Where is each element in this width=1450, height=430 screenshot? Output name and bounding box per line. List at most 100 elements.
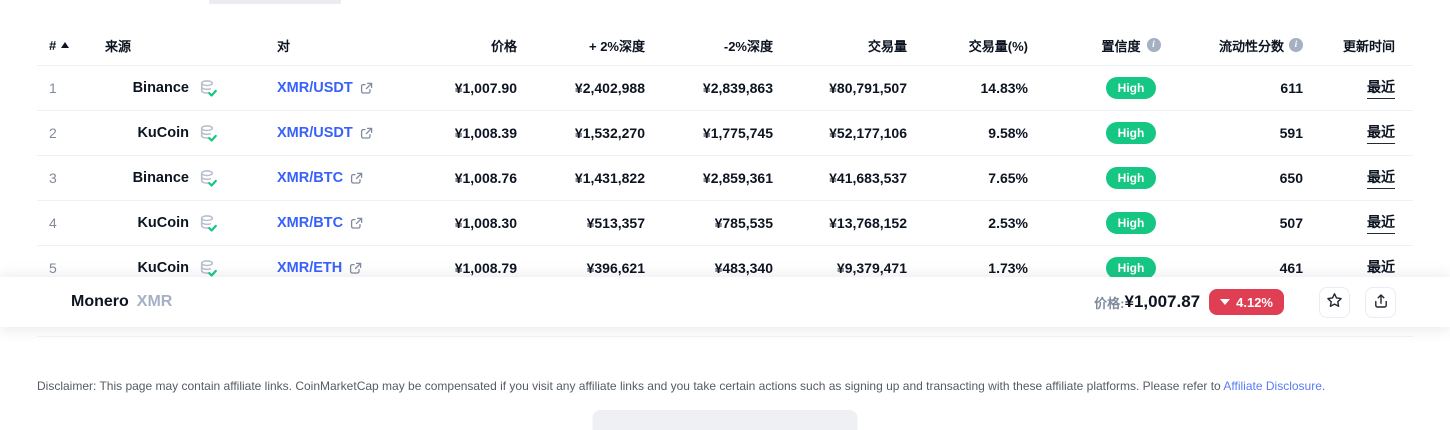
pair-link[interactable]: XMR/BTC (277, 215, 344, 231)
exchange-name[interactable]: KuCoin (137, 125, 189, 141)
volume-cell: ¥13,768,152 (773, 215, 907, 231)
pair-cell[interactable]: XMR/ETH (277, 260, 427, 276)
pair-link[interactable]: XMR/ETH (277, 260, 343, 276)
price-value: ¥1,008.79 (454, 260, 517, 276)
external-link-icon (349, 262, 362, 275)
column-header-volume[interactable]: 交易量 (773, 36, 907, 55)
rank-header-label: # (49, 37, 57, 53)
plus-depth-header-label: + 2%深度 (589, 38, 645, 54)
exchange-cell[interactable]: KuCoin (101, 123, 277, 144)
column-header-volume-pct[interactable]: 交易量(%) (907, 36, 1061, 55)
tab-underline-fragment (209, 0, 341, 4)
confidence-cell: High (1061, 122, 1201, 144)
pair-cell[interactable]: XMR/BTC (277, 170, 427, 186)
price-value: ¥1,008.76 (454, 170, 517, 186)
liquidity-cell: 591 (1201, 125, 1303, 141)
pair-cell[interactable]: XMR/USDT (277, 80, 427, 96)
coin-symbol: XMR (136, 293, 173, 310)
liquidity-value: 591 (1279, 125, 1303, 141)
liquidity-cell: 611 (1201, 80, 1303, 96)
updated-header-label: 更新时间 (1342, 38, 1395, 54)
volume-pct-header-label: 交易量(%) (968, 38, 1028, 54)
table-bottom-divider (37, 336, 1413, 337)
volume-pct-value: 9.58% (988, 125, 1028, 141)
column-header-source[interactable]: 来源 (101, 36, 277, 55)
pair-link[interactable]: XMR/BTC (277, 170, 344, 186)
minus-depth-value: ¥785,535 (714, 215, 773, 231)
volume-pct-cell: 14.83% (907, 80, 1061, 96)
column-header-updated[interactable]: 更新时间 (1303, 36, 1413, 55)
column-header-price[interactable]: 价格 (427, 36, 517, 55)
pair-cell[interactable]: XMR/BTC (277, 215, 427, 231)
exchange-name[interactable]: KuCoin (137, 260, 189, 276)
column-header-plus-depth[interactable]: + 2%深度 (517, 36, 645, 55)
price-cell: ¥1,008.39 (427, 125, 517, 141)
exchange-cell[interactable]: KuCoin (101, 258, 277, 279)
volume-value: ¥52,177,106 (829, 125, 907, 141)
exchange-name[interactable]: Binance (132, 80, 189, 96)
column-header-minus-depth[interactable]: -2%深度 (645, 36, 773, 55)
column-header-confidence[interactable]: 置信度 i (1061, 36, 1201, 55)
updated-link[interactable]: 最近 (1367, 212, 1395, 234)
volume-value: ¥80,791,507 (829, 80, 907, 96)
external-link-icon (350, 172, 363, 185)
confidence-badge: High (1105, 122, 1157, 144)
exchange-cell[interactable]: Binance (101, 78, 277, 99)
updated-cell: 最近 (1303, 212, 1413, 234)
confidence-cell: High (1061, 167, 1201, 189)
markets-table: # 来源 对 价格 + 2%深度 -2%深度 交易量 交易量(%) 置信度 i … (37, 25, 1413, 290)
exchange-name[interactable]: Binance (132, 170, 189, 186)
price-value: ¥1,008.30 (454, 215, 517, 231)
column-header-rank[interactable]: # (37, 38, 101, 53)
sort-ascending-icon (61, 42, 70, 48)
updated-link[interactable]: 最近 (1367, 122, 1395, 144)
table-row: 1 Binance XMR/USDT (37, 65, 1413, 110)
updated-cell: 最近 (1303, 167, 1413, 189)
info-icon[interactable]: i (1289, 38, 1303, 52)
minus-depth-cell: ¥785,535 (645, 215, 773, 231)
updated-link[interactable]: 最近 (1367, 257, 1395, 279)
verified-exchange-icon (198, 78, 219, 99)
disclaimer-body: Disclaimer: This page may contain affili… (37, 379, 1224, 393)
external-link-icon (360, 127, 373, 140)
view-all-markets-button[interactable]: 查看全部市场 (592, 410, 858, 430)
verified-exchange-icon (198, 168, 219, 189)
updated-link[interactable]: 最近 (1367, 167, 1395, 189)
plus-depth-value: ¥1,431,822 (574, 170, 645, 186)
affiliate-disclosure-link[interactable]: Affiliate Disclosure. (1223, 379, 1326, 393)
plus-depth-cell: ¥2,402,988 (517, 80, 645, 96)
disclaimer-text: Disclaimer: This page may contain affili… (37, 379, 1325, 393)
pair-cell[interactable]: XMR/USDT (277, 125, 427, 141)
pair-link[interactable]: XMR/USDT (277, 80, 353, 96)
updated-link[interactable]: 最近 (1367, 77, 1395, 99)
confidence-header-label: 置信度 (1101, 38, 1141, 54)
watchlist-star-button[interactable] (1319, 286, 1350, 318)
price-cell: ¥1,008.79 (427, 260, 517, 276)
minus-depth-header-label: -2%深度 (723, 38, 773, 54)
plus-depth-value: ¥513,357 (586, 215, 645, 231)
pair-link[interactable]: XMR/USDT (277, 125, 353, 141)
minus-depth-value: ¥1,775,745 (702, 125, 773, 141)
updated-cell: 最近 (1303, 257, 1413, 279)
rank-value: 5 (49, 260, 57, 276)
volume-pct-value: 2.53% (988, 215, 1028, 231)
volume-pct-value: 14.83% (980, 80, 1028, 96)
caret-down-icon (1220, 299, 1231, 305)
share-button[interactable] (1365, 286, 1396, 318)
price-cell: ¥1,008.76 (427, 170, 517, 186)
exchange-cell[interactable]: KuCoin (101, 213, 277, 234)
volume-value: ¥41,683,537 (829, 170, 907, 186)
confidence-cell: High (1061, 257, 1201, 279)
column-header-liquidity[interactable]: 流动性分数 i (1201, 36, 1303, 55)
minus-depth-value: ¥2,839,863 (702, 80, 773, 96)
coin-name: Monero (71, 293, 129, 310)
info-icon[interactable]: i (1146, 38, 1161, 52)
rank-value: 1 (49, 80, 57, 96)
star-icon (1326, 292, 1343, 312)
volume-cell: ¥52,177,106 (773, 125, 907, 141)
column-header-pair[interactable]: 对 (277, 36, 427, 55)
volume-value: ¥13,768,152 (829, 215, 907, 231)
exchange-name[interactable]: KuCoin (137, 215, 189, 231)
minus-depth-cell: ¥2,839,863 (645, 80, 773, 96)
exchange-cell[interactable]: Binance (101, 168, 277, 189)
